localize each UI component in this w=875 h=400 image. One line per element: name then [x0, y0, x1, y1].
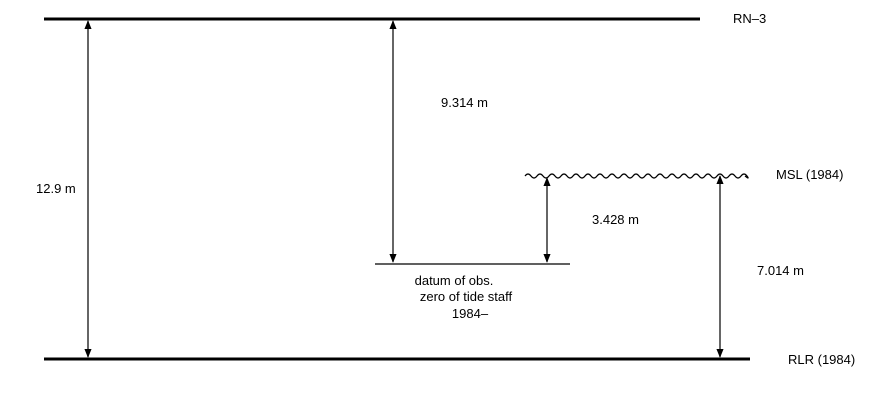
msl-wave-line — [524, 173, 749, 179]
datum-label-line2: zero of tide staff — [420, 289, 513, 304]
distance-msl-datum: 3.428 m — [592, 212, 639, 227]
distance-rn3-rlr: 12.9 m — [36, 181, 76, 196]
datum-label-line3: 1984– — [452, 306, 489, 321]
distance-rn3-datum: 9.314 m — [441, 95, 488, 110]
datum-label-line1: datum of obs. — [415, 273, 494, 288]
distance-msl-rlr: 7.014 m — [757, 263, 804, 278]
rn3-label: RN–3 — [733, 11, 766, 26]
rlr-label: RLR (1984) — [788, 352, 855, 367]
msl-label: MSL (1984) — [776, 167, 843, 182]
